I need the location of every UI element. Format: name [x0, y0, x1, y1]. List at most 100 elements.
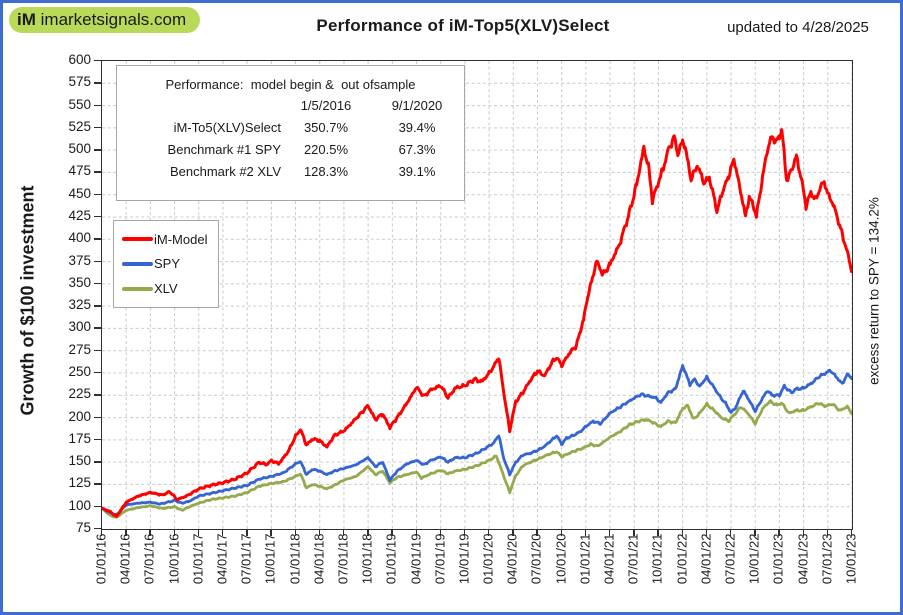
x-axis-tick — [851, 529, 853, 536]
y-tick-label: 400 — [68, 230, 91, 246]
y-tick-label: 575 — [68, 74, 91, 90]
series-line-spy — [102, 364, 852, 516]
y-axis-tick — [94, 82, 101, 84]
x-axis-tick — [560, 529, 563, 536]
y-axis-tick — [94, 216, 101, 218]
stats-col-header-2: 9/1/2020 — [391, 98, 443, 113]
y-tick-label: 125 — [68, 475, 91, 491]
stats-row-value-2: 67.3% — [398, 142, 436, 157]
stats-row-value-2: 39.1% — [398, 164, 436, 179]
y-tick-label: 600 — [68, 52, 91, 67]
updated-to-text: updated to 4/28/2025 — [698, 19, 898, 36]
y-axis-tick — [94, 438, 101, 441]
x-tick-label: 10/01/18 — [359, 533, 375, 585]
y-tick-label: 200 — [68, 408, 91, 424]
stats-row-label: Benchmark #2 XLV — [169, 164, 281, 179]
logo-site-name: imarketsignals.com — [40, 10, 187, 29]
stats-row-label: Benchmark #1 SPY — [167, 142, 281, 157]
y-axis-tick — [94, 505, 101, 508]
y-tick-label: 300 — [68, 319, 91, 335]
y-tick-label: 225 — [68, 386, 91, 402]
y-tick-label: 525 — [68, 118, 91, 134]
x-axis-tick — [101, 529, 103, 536]
x-axis-tick — [294, 529, 296, 536]
logo-im-mark: iM — [17, 10, 36, 29]
x-axis-tick — [488, 529, 490, 536]
x-tick-label: 07/01/20 — [528, 533, 544, 585]
excess-return-note: excess return to SPY = 134.2% — [866, 197, 882, 385]
x-tick-label: 04/01/20 — [504, 533, 520, 585]
y-tick-label: 450 — [68, 185, 91, 201]
y-tick-label: 325 — [68, 297, 91, 313]
x-tick-label: 04/01/16 — [117, 533, 133, 585]
x-axis-tick — [318, 529, 321, 536]
x-tick-label: 10/01/16 — [166, 533, 182, 585]
y-axis-tick — [94, 305, 101, 307]
stats-row-value-1: 220.5% — [303, 142, 349, 157]
stats-spacer — [129, 98, 281, 113]
x-axis-tick — [705, 529, 708, 536]
updated-label: updated to — [727, 19, 803, 36]
x-axis-tick — [197, 529, 200, 536]
x-tick-label: 04/01/21 — [601, 533, 617, 585]
y-tick-label: 425 — [68, 208, 91, 223]
x-tick-label: 10/01/22 — [746, 533, 762, 585]
x-tick-label: 07/01/19 — [432, 533, 448, 585]
x-tick-label: 01/01/17 — [190, 533, 206, 585]
y-tick-label: 350 — [68, 274, 91, 290]
x-axis-tick — [730, 529, 732, 536]
y-tick-label: 175 — [68, 430, 91, 446]
x-axis-tick — [778, 529, 780, 536]
x-tick-label: 10/01/19 — [456, 533, 472, 585]
x-axis-tick — [754, 529, 756, 536]
y-axis-tick — [94, 238, 101, 240]
y-tick-label: 375 — [68, 252, 91, 268]
x-axis-tick — [512, 529, 514, 536]
y-axis-tick — [94, 461, 101, 463]
y-tick-label: 100 — [68, 497, 91, 513]
y-axis-tick — [94, 171, 101, 173]
x-axis-tick — [463, 529, 466, 536]
x-axis-tick — [826, 529, 829, 536]
y-axis-tick — [94, 260, 101, 262]
x-axis-tick — [149, 529, 151, 536]
x-axis-tick — [415, 529, 417, 536]
legend: iM-Model SPY XLV — [113, 220, 219, 308]
xlv-line-swatch — [122, 286, 153, 291]
legend-label: XLV — [154, 281, 178, 297]
stats-row-label: iM-To5(XLV)Select — [173, 120, 281, 135]
y-tick-label: 250 — [68, 364, 91, 379]
legend-item-xlv: XLV — [122, 281, 218, 296]
y-axis-tick — [94, 193, 101, 196]
y-axis-tick — [94, 372, 101, 374]
y-axis-tick — [94, 416, 101, 418]
legend-label: SPY — [154, 256, 181, 272]
series-line-xlv — [102, 399, 852, 519]
x-axis-tick — [657, 529, 659, 536]
x-tick-label: 01/01/18 — [287, 533, 303, 585]
x-axis-tick — [125, 529, 127, 536]
x-tick-label: 10/01/17 — [262, 533, 278, 585]
site-logo: iM imarketsignals.com — [9, 7, 201, 33]
x-tick-label: 01/01/16 — [93, 533, 109, 585]
performance-stats-box: Performance: model begin & out ofsample … — [116, 65, 465, 201]
x-axis-tick — [367, 529, 369, 536]
x-axis-tick — [681, 529, 684, 536]
x-tick-label: 07/01/18 — [335, 533, 351, 585]
x-tick-label: 07/01/16 — [141, 533, 157, 585]
y-tick-label: 150 — [68, 453, 91, 469]
x-axis-tick — [221, 529, 224, 536]
y-axis-tick — [94, 60, 101, 62]
y-axis-tick — [94, 149, 101, 151]
x-axis-tick — [802, 529, 804, 536]
y-tick-label: 275 — [68, 341, 91, 357]
x-axis-tick — [536, 529, 538, 536]
stats-grid: 1/5/2016 9/1/2020 iM-To5(XLV)Select 350.… — [117, 98, 464, 179]
x-axis-tick — [609, 529, 611, 536]
stats-row-value-1: 350.7% — [303, 120, 349, 135]
y-axis-tick — [94, 483, 101, 485]
y-tick-label: 475 — [68, 163, 91, 179]
x-tick-label: 04/01/17 — [214, 533, 230, 585]
legend-item-spy: SPY — [122, 256, 218, 271]
